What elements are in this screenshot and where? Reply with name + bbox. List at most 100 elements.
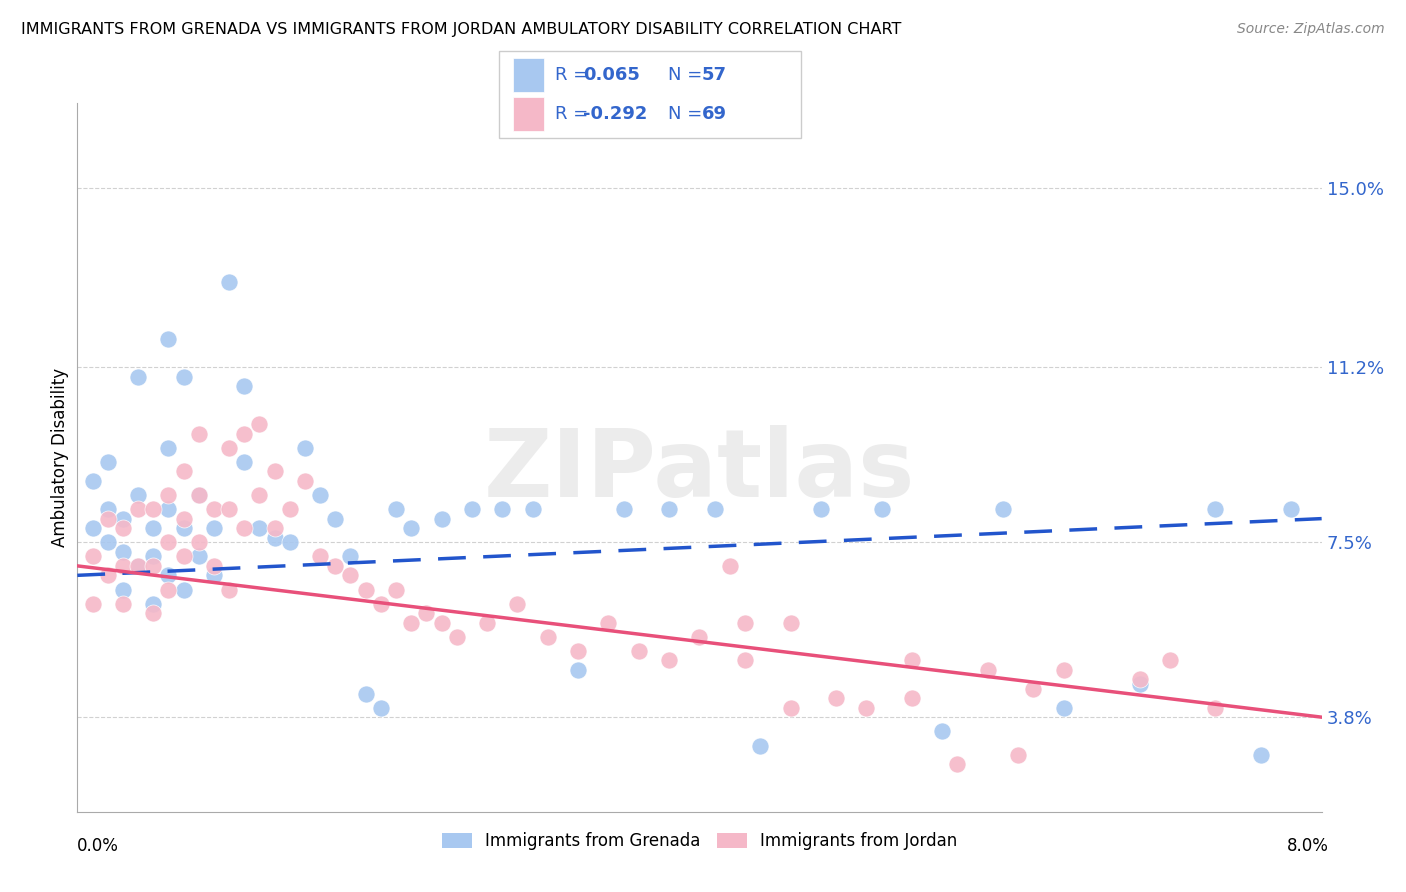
Point	[142, 597, 165, 611]
Point	[901, 691, 924, 706]
Text: -0.292: -0.292	[583, 104, 648, 123]
Point	[202, 521, 225, 535]
Text: R =: R =	[555, 66, 595, 85]
Point	[97, 455, 120, 469]
Point	[734, 615, 756, 630]
Point	[613, 502, 636, 516]
Point	[309, 549, 332, 564]
Point	[127, 502, 149, 516]
Point	[475, 615, 498, 630]
Point	[931, 724, 953, 739]
Point	[734, 653, 756, 667]
Point	[142, 606, 165, 620]
Text: 8.0%: 8.0%	[1286, 837, 1329, 855]
Point	[1159, 653, 1181, 667]
Point	[218, 582, 240, 597]
Point	[1053, 663, 1076, 677]
Point	[157, 502, 180, 516]
Point	[278, 502, 301, 516]
Point	[689, 630, 711, 644]
Point	[598, 615, 620, 630]
Point	[127, 558, 149, 573]
Point	[111, 597, 134, 611]
Point	[263, 521, 285, 535]
Point	[97, 568, 120, 582]
Point	[233, 379, 256, 393]
Point	[82, 474, 104, 488]
Text: ZIPatlas: ZIPatlas	[484, 425, 915, 517]
Point	[294, 474, 316, 488]
Point	[1007, 747, 1029, 762]
Point	[1128, 673, 1150, 687]
Point	[187, 426, 209, 441]
Point	[173, 549, 195, 564]
Point	[173, 521, 195, 535]
Point	[461, 502, 484, 516]
Point	[870, 502, 893, 516]
Point	[323, 511, 346, 525]
Text: N =: N =	[668, 104, 707, 123]
Legend: Immigrants from Grenada, Immigrants from Jordan: Immigrants from Grenada, Immigrants from…	[434, 825, 965, 856]
Point	[97, 511, 120, 525]
Point	[157, 568, 180, 582]
Point	[1279, 502, 1302, 516]
Point	[354, 687, 377, 701]
Point	[202, 502, 225, 516]
Point	[1250, 747, 1272, 762]
Point	[354, 582, 377, 597]
Point	[142, 558, 165, 573]
Point	[157, 441, 180, 455]
Point	[537, 630, 560, 644]
Text: 69: 69	[702, 104, 727, 123]
Point	[506, 597, 529, 611]
Y-axis label: Ambulatory Disability: Ambulatory Disability	[51, 368, 69, 547]
Point	[901, 653, 924, 667]
Point	[991, 502, 1014, 516]
Point	[370, 700, 392, 714]
Point	[111, 521, 134, 535]
Point	[718, 558, 741, 573]
Point	[658, 653, 681, 667]
Point	[370, 597, 392, 611]
Point	[82, 597, 104, 611]
Point	[339, 568, 361, 582]
Point	[779, 700, 801, 714]
Point	[567, 663, 589, 677]
Point	[97, 535, 120, 549]
Point	[127, 558, 149, 573]
Point	[1053, 700, 1076, 714]
Point	[111, 511, 134, 525]
Point	[749, 739, 772, 753]
Point	[825, 691, 848, 706]
Point	[278, 535, 301, 549]
Point	[142, 521, 165, 535]
Point	[173, 582, 195, 597]
Point	[157, 488, 180, 502]
Point	[627, 644, 650, 658]
Point	[111, 582, 134, 597]
Point	[399, 615, 422, 630]
Point	[567, 644, 589, 658]
Point	[218, 502, 240, 516]
Point	[187, 549, 209, 564]
Point	[323, 558, 346, 573]
Point	[173, 369, 195, 384]
Point	[1128, 677, 1150, 691]
Point	[977, 663, 1000, 677]
Point	[946, 757, 969, 772]
Point	[187, 488, 209, 502]
Point	[339, 549, 361, 564]
Point	[491, 502, 513, 516]
Point	[399, 521, 422, 535]
Text: IMMIGRANTS FROM GRENADA VS IMMIGRANTS FROM JORDAN AMBULATORY DISABILITY CORRELAT: IMMIGRANTS FROM GRENADA VS IMMIGRANTS FR…	[21, 22, 901, 37]
Text: 0.0%: 0.0%	[77, 837, 120, 855]
Text: N =: N =	[668, 66, 707, 85]
Point	[233, 521, 256, 535]
Point	[127, 369, 149, 384]
Point	[202, 568, 225, 582]
Point	[157, 332, 180, 346]
Point	[249, 417, 271, 431]
Point	[855, 700, 877, 714]
Point	[233, 455, 256, 469]
Point	[173, 464, 195, 478]
